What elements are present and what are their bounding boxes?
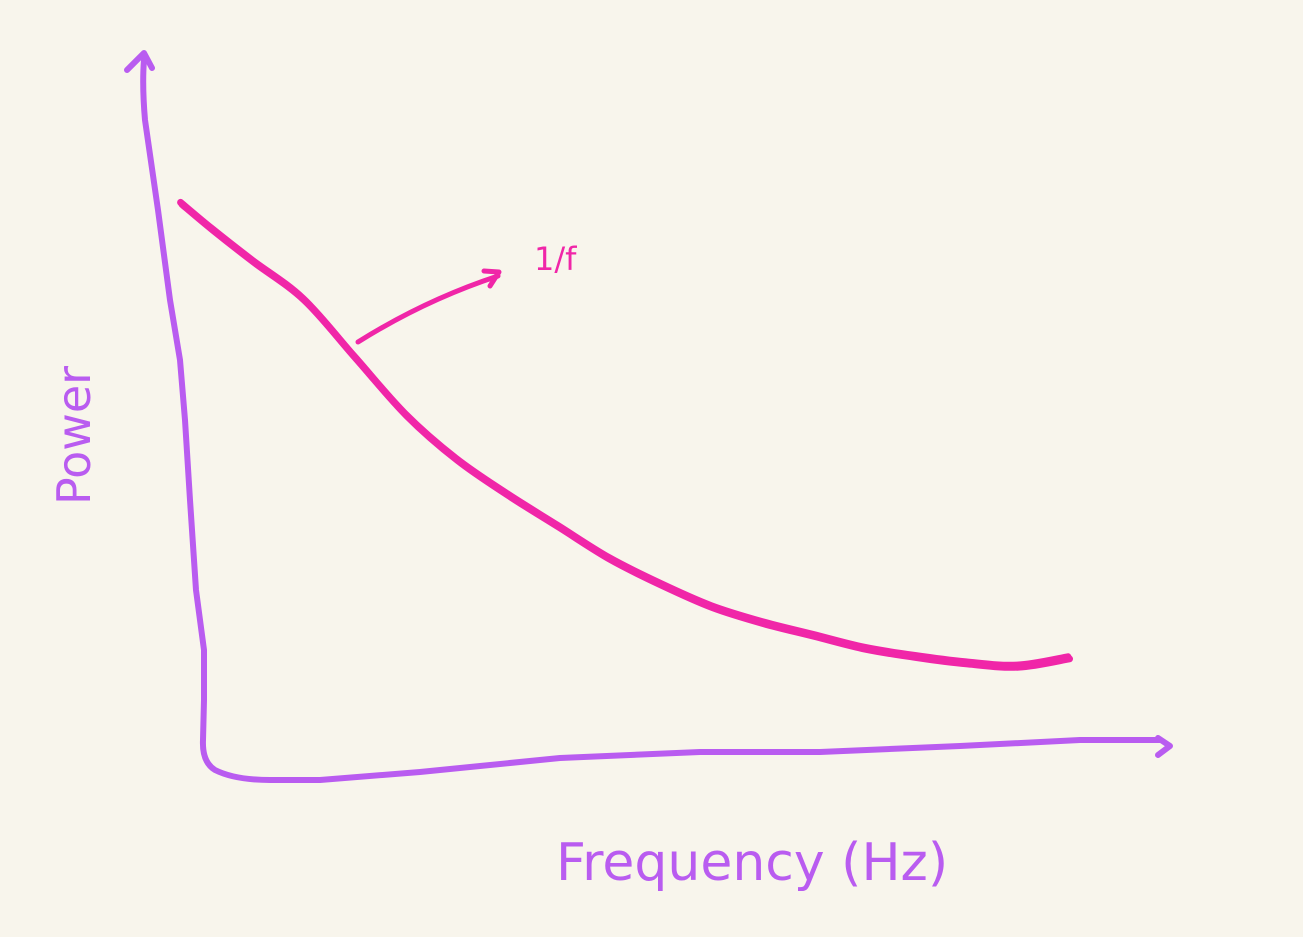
x-axis-arrowhead [1155, 735, 1173, 758]
y-axis-arrowhead [124, 50, 155, 73]
annotation-arrowhead [481, 268, 502, 289]
series-curve [177, 198, 1073, 671]
y-axis-label: Power [47, 366, 101, 505]
annotation-label: 1/f [534, 240, 577, 278]
annotation-arrow [355, 273, 501, 345]
x-axis-label: Frequency (Hz) [556, 833, 948, 893]
series-line-0 [177, 198, 1072, 669]
y-axis [140, 57, 1163, 783]
series-line-0-shadow [178, 200, 1073, 671]
